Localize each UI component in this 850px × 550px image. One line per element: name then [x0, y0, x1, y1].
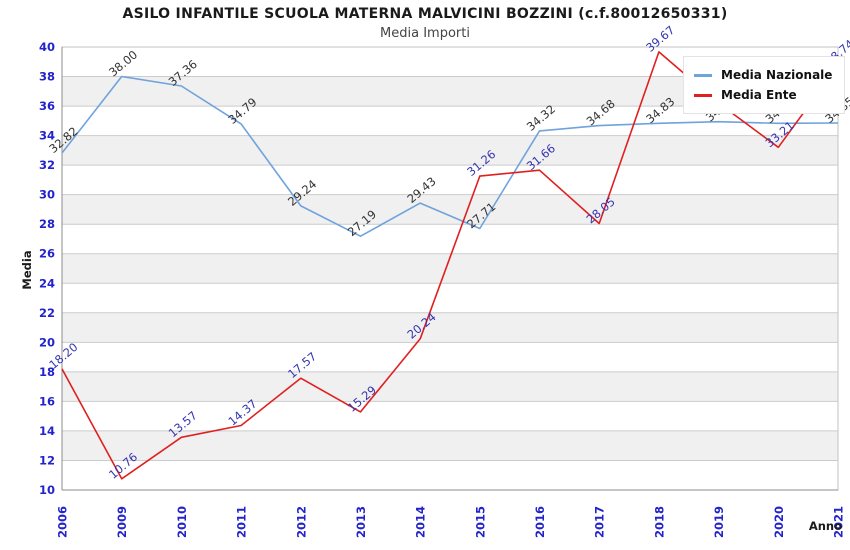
- y-tick-label: 16: [39, 394, 55, 408]
- y-tick-label: 20: [39, 335, 55, 349]
- x-tick-label: 2014: [414, 506, 428, 538]
- x-tick-label: 2020: [772, 506, 786, 538]
- x-tick-label: 2013: [354, 506, 368, 538]
- x-tick-label: 2010: [175, 506, 189, 538]
- x-axis-title: Anno: [809, 519, 842, 533]
- media-nazionale-line-swatch-icon: [694, 73, 712, 77]
- y-tick-label: 18: [39, 365, 55, 379]
- y-tick-label: 24: [39, 276, 55, 290]
- plot-band: [62, 135, 838, 166]
- legend-label-media-ente: Media Ente: [721, 88, 797, 102]
- plot-band: [62, 312, 838, 343]
- point-label: 39.67: [643, 23, 677, 55]
- x-tick-label: 2019: [712, 506, 726, 538]
- x-tick-label: 2021: [832, 506, 846, 538]
- x-tick-label: 2015: [473, 506, 487, 538]
- point-label: 38.00: [106, 48, 140, 80]
- legend: Media Nazionale Media Ente: [683, 56, 845, 114]
- legend-label-media-nazionale: Media Nazionale: [721, 68, 833, 82]
- y-axis-title: Media: [20, 250, 34, 289]
- y-tick-label: 30: [39, 188, 55, 202]
- plot-band: [62, 194, 838, 225]
- legend-item-media-nazionale: Media Nazionale: [694, 65, 834, 85]
- x-tick-label: 2012: [294, 506, 308, 538]
- plot-band: [62, 371, 838, 402]
- legend-item-media-ente: Media Ente: [694, 85, 834, 105]
- y-tick-label: 22: [39, 306, 55, 320]
- y-tick-label: 26: [39, 247, 55, 261]
- y-tick-label: 10: [39, 483, 55, 497]
- y-tick-label: 34: [39, 129, 55, 143]
- x-tick-label: 2016: [533, 506, 547, 538]
- x-tick-label: 2017: [593, 506, 607, 538]
- y-tick-label: 36: [39, 99, 55, 113]
- chart-subtitle: Media Importi: [380, 26, 470, 41]
- y-tick-label: 32: [39, 158, 55, 172]
- y-tick-label: 12: [39, 453, 55, 467]
- y-tick-label: 14: [39, 424, 55, 438]
- x-tick-label: 2011: [235, 506, 249, 538]
- x-tick-label: 2018: [652, 506, 666, 538]
- x-tick-label: 2006: [56, 506, 70, 538]
- y-tick-label: 40: [39, 40, 55, 54]
- y-tick-label: 28: [39, 217, 55, 231]
- series-line-media-nazionale: [61, 75, 839, 237]
- chart-title: ASILO INFANTILE SCUOLA MATERNA MALVICINI…: [122, 6, 728, 22]
- x-tick-label: 2009: [115, 506, 129, 538]
- media-ente-line-swatch-icon: [694, 93, 712, 97]
- y-tick-label: 38: [39, 70, 55, 84]
